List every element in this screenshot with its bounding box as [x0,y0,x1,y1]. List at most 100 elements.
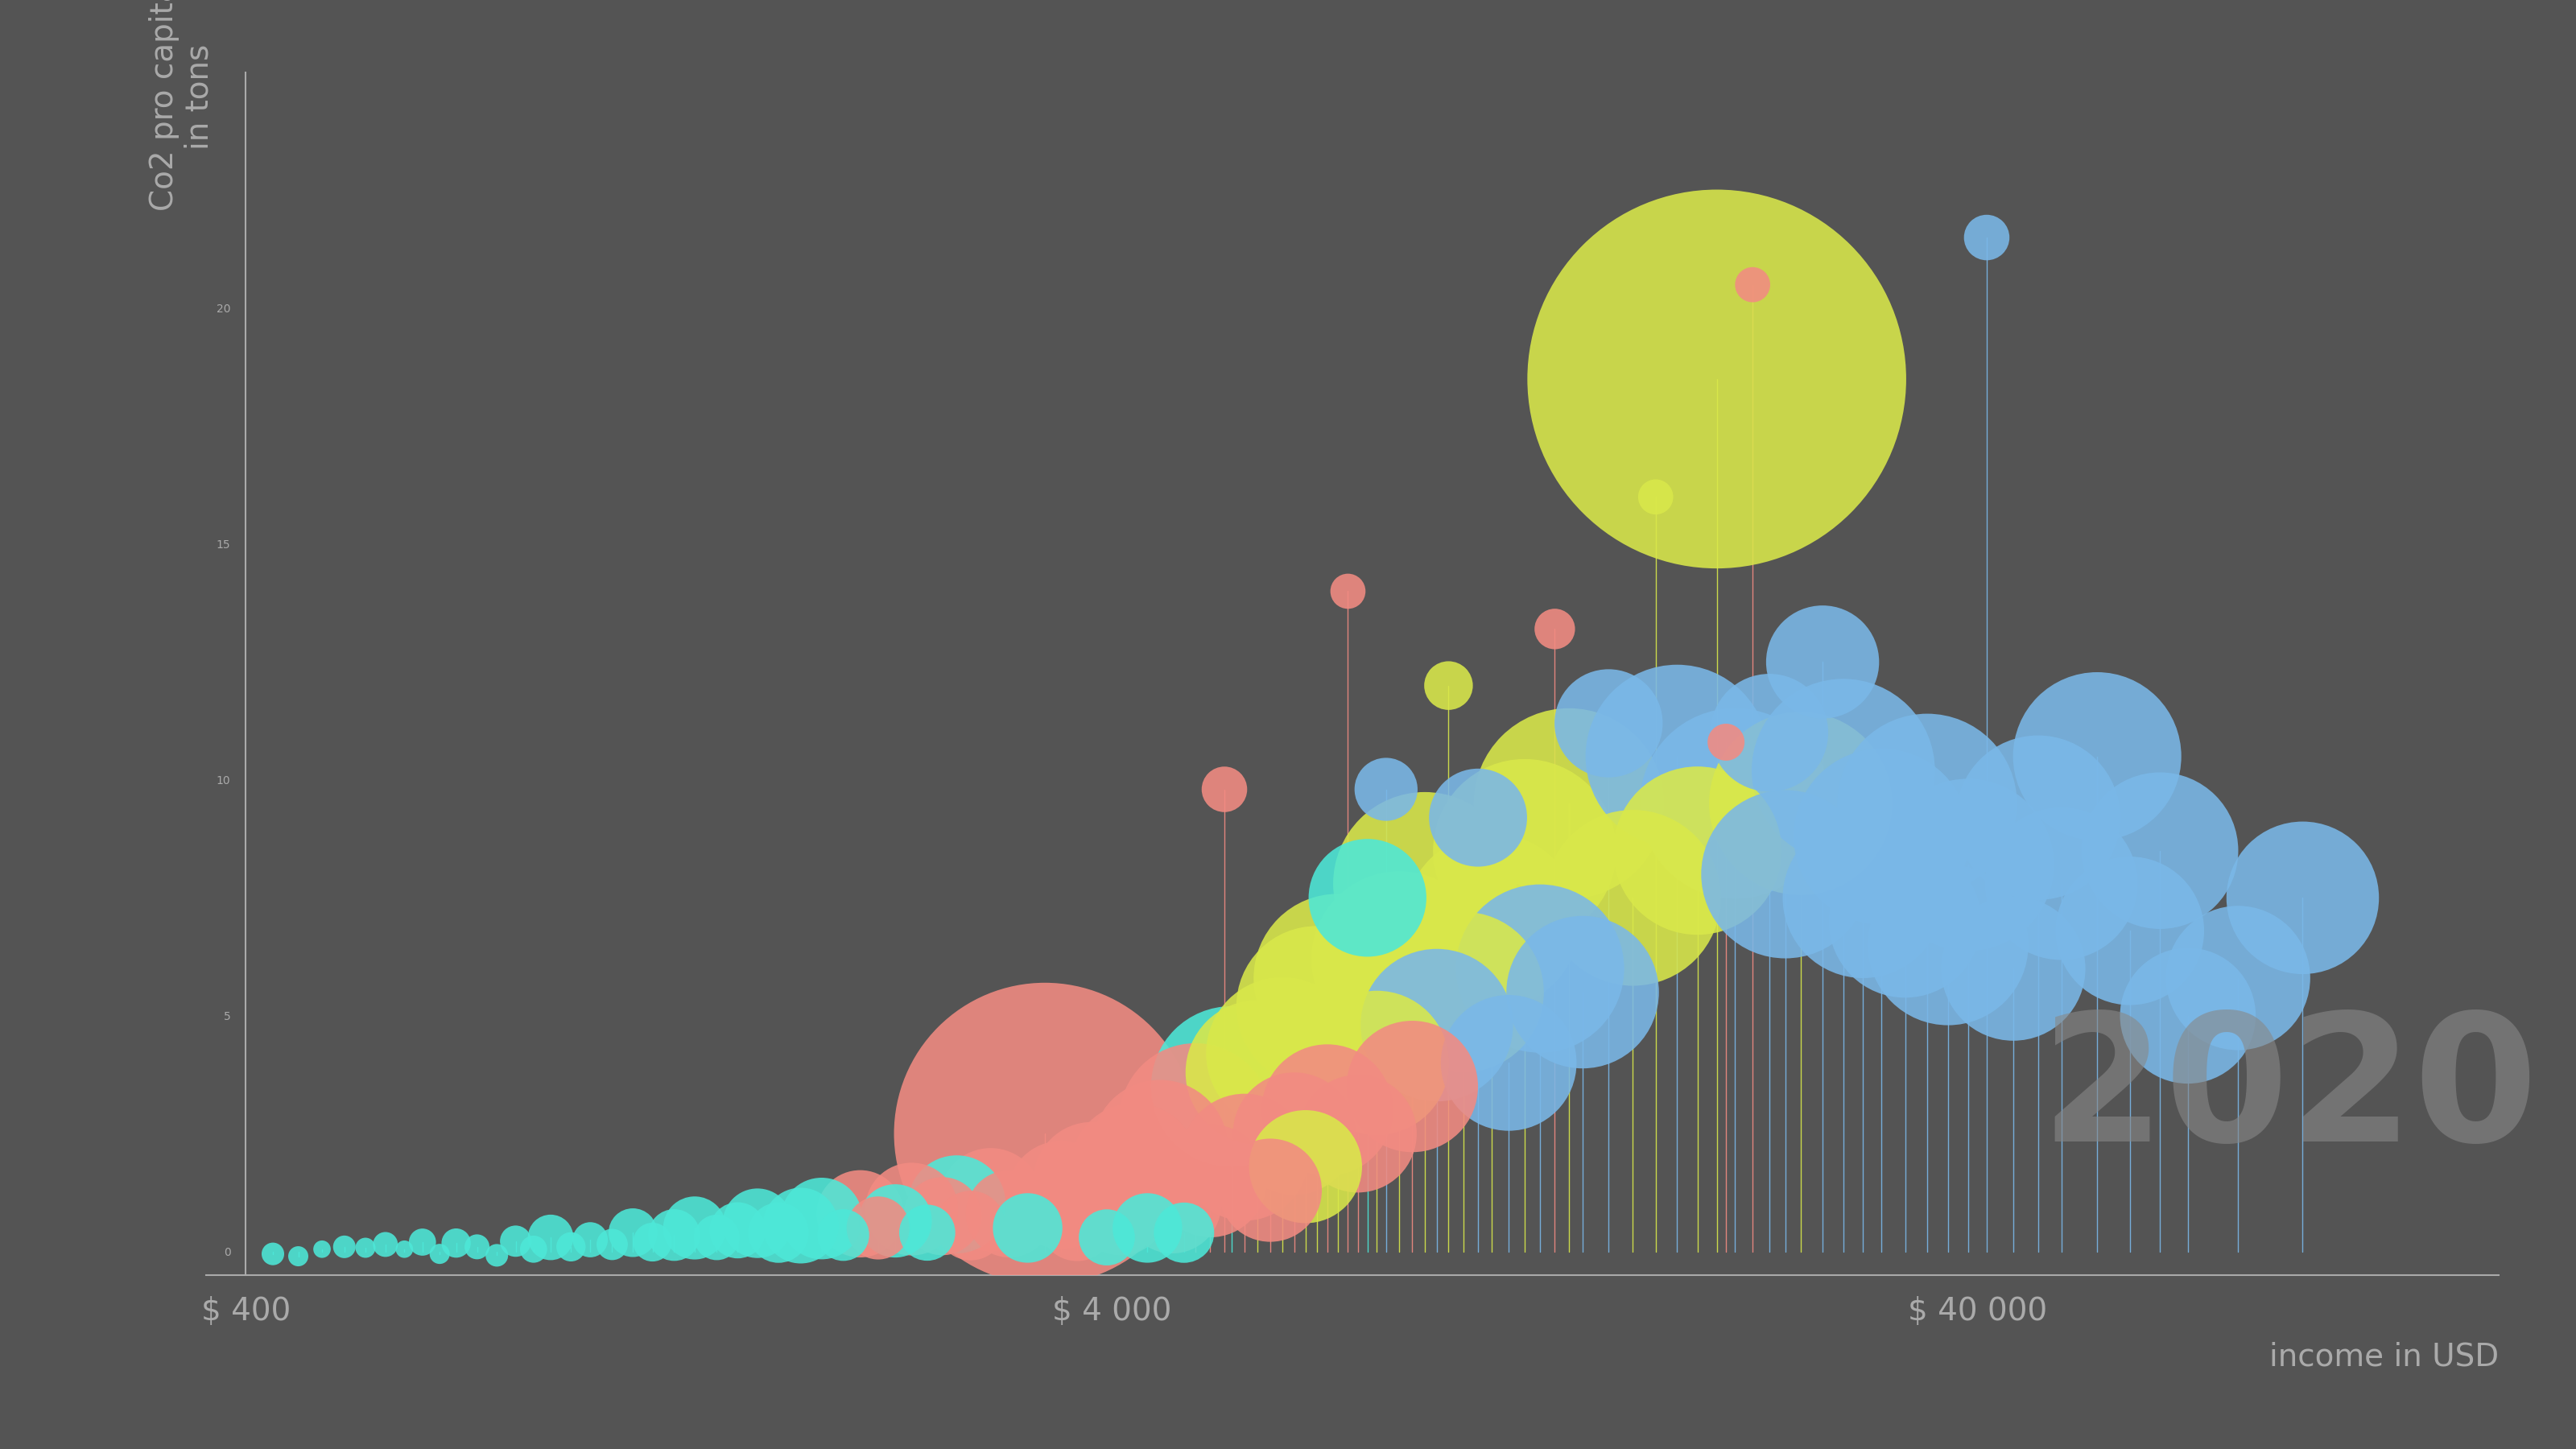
Point [1656,745,1698,768]
Point [1520,956,1561,980]
Point [876,1210,917,1233]
Point [1273,1122,1314,1145]
Point [1175,1108,1216,1132]
Point [531,1226,572,1249]
Point [2166,1004,2208,1027]
Point [1113,1155,1154,1178]
Point [696,1226,737,1249]
Point [477,1243,518,1266]
Point [1262,1042,1303,1065]
Point [1190,1169,1231,1193]
Point [1139,1136,1180,1159]
Point [1164,1222,1206,1245]
Point [1337,1122,1378,1145]
Point [325,1235,366,1258]
Point [1306,1098,1347,1122]
Point [1126,1216,1167,1239]
Point [1489,1052,1530,1075]
Point [801,1207,842,1230]
Point [1296,994,1337,1017]
Point [456,1235,497,1258]
Point [495,1230,536,1253]
Point [1224,1146,1265,1169]
Point [1458,806,1499,829]
Point [1765,862,1806,885]
Point [2282,887,2324,910]
Point [420,1242,461,1265]
Point [1427,674,1468,697]
Point [1285,1155,1327,1178]
Point [345,1236,386,1259]
Point [1587,711,1628,735]
Point [891,1197,933,1220]
Point [951,1214,992,1237]
Point [1716,793,1757,816]
Point [1100,1197,1141,1220]
Point [1824,759,1865,782]
Point [366,1233,407,1256]
Point [1236,1061,1278,1084]
Point [716,1219,757,1242]
Point [1007,1216,1048,1239]
Point [1378,948,1419,971]
Point [1211,1075,1252,1098]
Point [1860,824,1901,848]
Point [654,1223,696,1246]
Point [1151,1193,1193,1216]
Point [1965,226,2007,249]
Point [1535,617,1577,640]
Point [1842,887,1883,910]
Point [1347,887,1388,910]
Point [1417,1013,1458,1036]
Point [1358,1052,1399,1075]
Point [613,1222,654,1245]
Point [1203,778,1244,801]
Point [1249,1178,1291,1201]
X-axis label: income in USD: income in USD [2269,1342,2499,1372]
Point [301,1237,343,1261]
Point [252,1242,294,1265]
Point [1561,981,1602,1004]
Point [631,1230,672,1253]
Point [737,1211,778,1235]
Point [2218,966,2259,990]
Point [513,1237,554,1261]
Point [384,1237,425,1261]
Point [675,1216,716,1239]
Point [1749,722,1790,745]
Point [2141,839,2182,862]
Point [781,1214,822,1237]
Point [1906,793,1947,816]
Point [2040,872,2081,895]
Point [1677,839,1718,862]
Point [435,1232,477,1255]
Point [1025,1122,1066,1145]
Point [402,1230,443,1253]
Point [757,1222,799,1245]
Point [1404,872,1445,895]
Point [2110,919,2151,942]
Point [840,1203,881,1226]
Point [1327,580,1368,603]
Point [569,1229,611,1252]
Point [2076,745,2117,768]
Point [1947,853,1989,877]
Text: 2020: 2020 [2040,1007,2537,1179]
Point [1087,1226,1128,1249]
Point [1780,793,1821,816]
Point [1041,1184,1082,1207]
Point [989,1203,1030,1226]
Point [922,1204,963,1227]
Point [1886,910,1927,933]
Point [935,1193,976,1216]
Y-axis label: Co2 pro capita
in tons: Co2 pro capita in tons [149,0,214,210]
Point [1731,272,1772,296]
Point [822,1223,863,1246]
Point [1548,793,1589,816]
Point [971,1188,1012,1211]
Point [278,1245,319,1268]
Point [592,1233,634,1256]
Point [1705,730,1747,753]
Point [907,1222,948,1245]
Point [1613,887,1654,910]
